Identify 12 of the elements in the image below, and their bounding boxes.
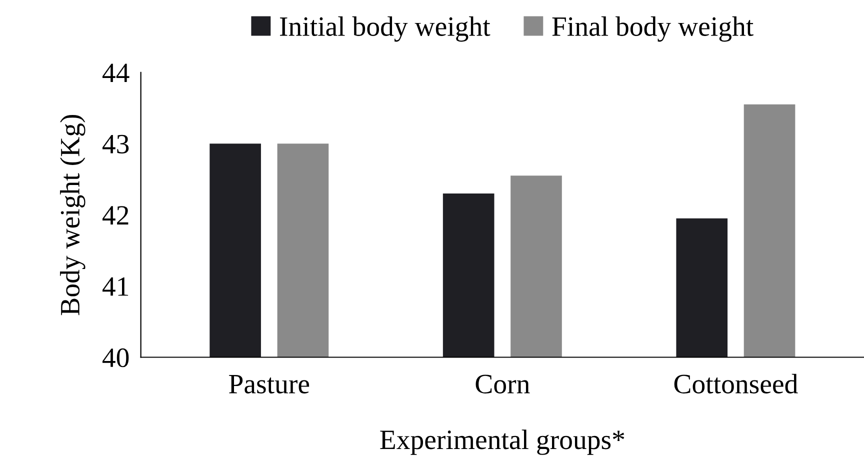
x-tick-label: Pasture bbox=[229, 375, 310, 394]
y-tick-label: 43 bbox=[102, 134, 129, 154]
legend-label: Initial body weight bbox=[280, 16, 490, 42]
y-tick-label: 41 bbox=[102, 277, 128, 296]
legend-label: Final body weight bbox=[552, 16, 754, 42]
x-tick-label: Cottonseed bbox=[674, 374, 798, 394]
y-axis-title: Body weight (Kg) bbox=[60, 114, 86, 316]
x-tick-label: Corn bbox=[476, 374, 530, 394]
y-tick-label: 42 bbox=[102, 206, 128, 224]
y-tick-label: 44 bbox=[102, 64, 130, 82]
x-axis-title: Experimental groups* bbox=[380, 430, 624, 455]
y-tick-label: 40 bbox=[102, 348, 129, 368]
